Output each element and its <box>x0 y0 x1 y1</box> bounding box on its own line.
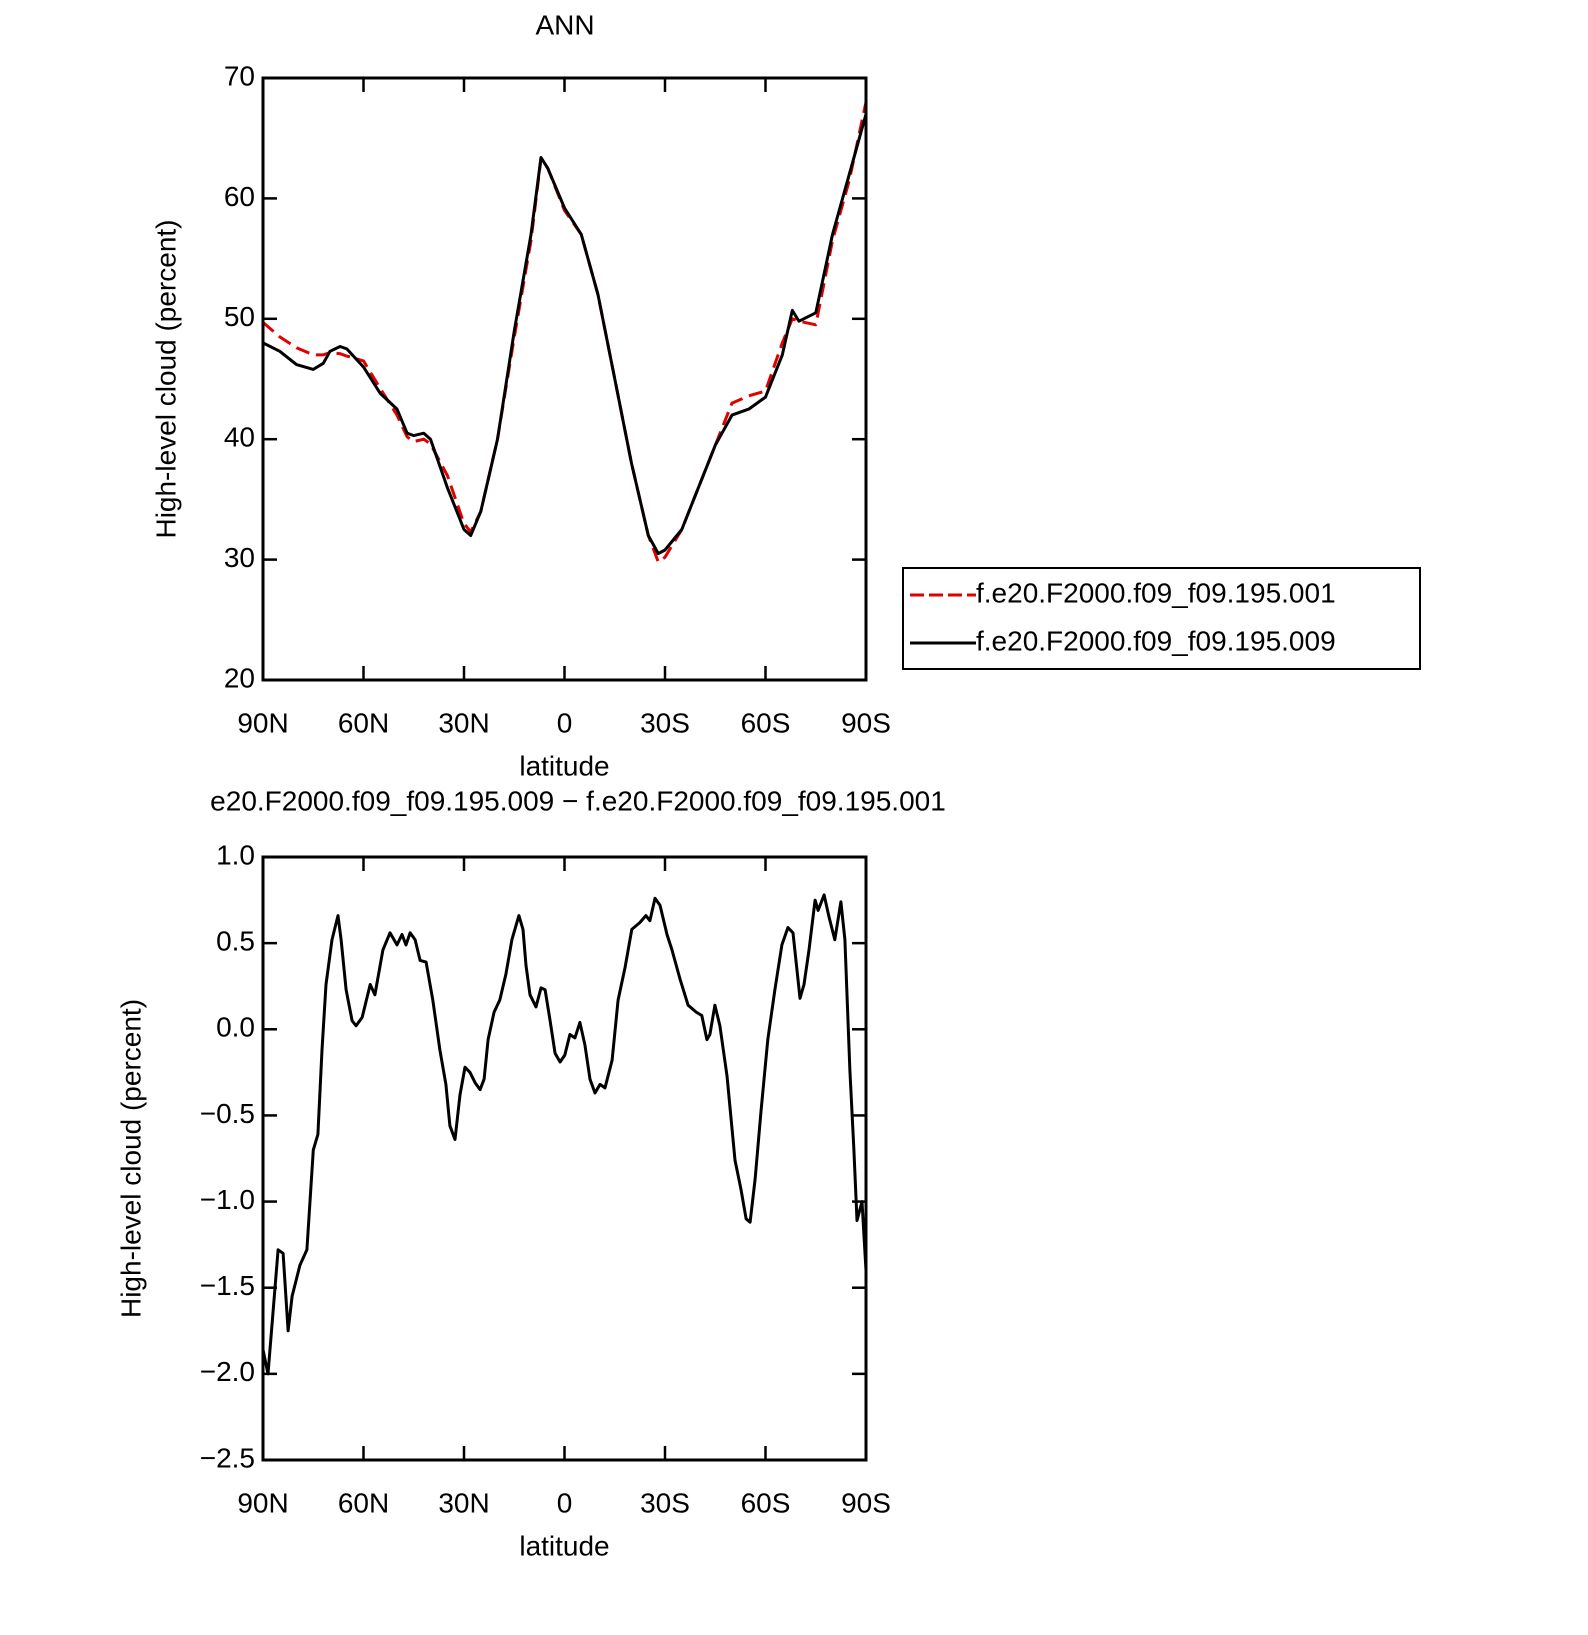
x-tick-label: 30S <box>640 1487 690 1518</box>
x-tick-label: 30S <box>640 707 690 738</box>
y-tick-label: 0.0 <box>216 1012 255 1043</box>
legend-label: f.e20.F2000.f09_f09.195.001 <box>976 577 1336 608</box>
series-line <box>262 101 868 564</box>
y-tick-label: 60 <box>224 181 255 212</box>
chart-title: e20.F2000.f09_f09.195.009 − f.e20.F2000.… <box>210 785 946 816</box>
chart-title: ANN <box>535 9 594 40</box>
legend-label: f.e20.F2000.f09_f09.195.009 <box>976 625 1336 656</box>
y-tick-label: 50 <box>224 301 255 332</box>
y-tick-label: −1.5 <box>200 1270 255 1301</box>
y-tick-label: −1.0 <box>200 1184 255 1215</box>
x-axis-label: latitude <box>519 1530 609 1561</box>
x-tick-label: 0 <box>557 1487 573 1518</box>
x-tick-label: 90N <box>237 1487 288 1518</box>
x-tick-label: 30N <box>438 707 489 738</box>
x-tick-label: 60N <box>338 707 389 738</box>
plot-frame <box>261 76 868 682</box>
x-tick-label: 90N <box>237 707 288 738</box>
x-tick-label: 90S <box>841 1487 891 1518</box>
y-tick-label: −2.0 <box>200 1356 255 1387</box>
x-tick-label: 30N <box>438 1487 489 1518</box>
x-tick-label: 60S <box>741 1487 791 1518</box>
y-tick-label: −0.5 <box>200 1098 255 1129</box>
x-axis-label: latitude <box>519 750 609 781</box>
series-line <box>261 893 868 1376</box>
y-tick-label: −2.5 <box>200 1442 255 1473</box>
y-axis-label: High-level cloud (percent) <box>115 999 146 1318</box>
x-tick-label: 90S <box>841 707 891 738</box>
series-line <box>262 113 868 556</box>
plot-frame <box>261 855 868 1462</box>
legend-box <box>902 567 1421 670</box>
x-tick-label: 0 <box>557 707 573 738</box>
y-tick-label: 40 <box>224 422 255 453</box>
y-tick-label: 0.5 <box>216 926 255 957</box>
x-tick-label: 60S <box>741 707 791 738</box>
y-tick-label: 20 <box>224 662 255 693</box>
y-tick-label: 1.0 <box>216 839 255 870</box>
x-tick-label: 60N <box>338 1487 389 1518</box>
y-tick-label: 70 <box>224 60 255 91</box>
y-axis-label: High-level cloud (percent) <box>150 219 181 538</box>
y-tick-label: 30 <box>224 542 255 573</box>
